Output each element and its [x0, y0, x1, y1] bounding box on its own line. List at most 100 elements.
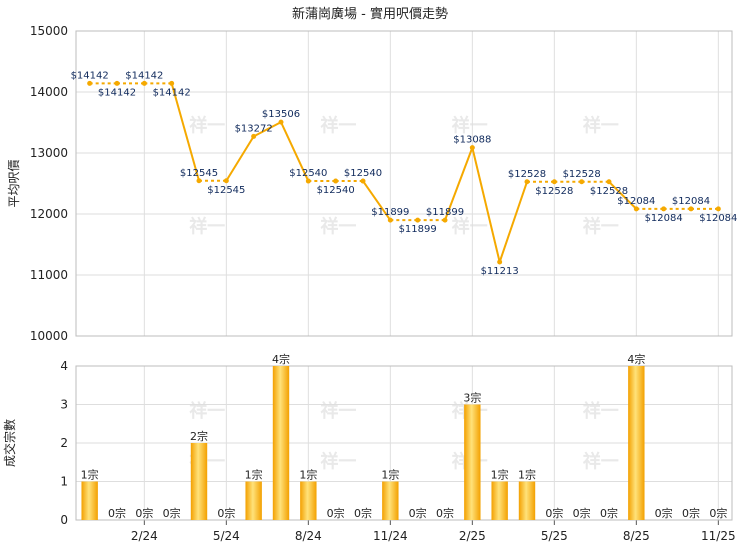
price-data-label: $12084 [617, 196, 655, 207]
watermark-text: 祥一 [320, 451, 356, 473]
x-tick-label: 2/24 [131, 529, 158, 543]
price-data-label: $14142 [125, 70, 163, 81]
price-data-label: $12540 [344, 168, 382, 179]
volume-bar [382, 481, 399, 520]
volume-data-label: 0宗 [436, 506, 454, 520]
volume-data-label: 0宗 [545, 506, 563, 520]
price-data-label: $12084 [699, 213, 737, 224]
price-point [661, 206, 667, 212]
volume-bar [464, 404, 481, 520]
price-point [497, 259, 503, 265]
price-line-segment [253, 121, 282, 138]
price-data-label: $12545 [207, 185, 245, 196]
line-panel: 祥一祥一祥一祥一祥一祥一祥一祥一100001100012000130001400… [7, 24, 737, 343]
bar-y-tick-label: 1 [60, 475, 68, 489]
volume-data-label: 0宗 [135, 506, 153, 520]
watermark-text: 祥一 [189, 215, 225, 237]
price-line-segment [444, 147, 474, 221]
x-tick-label: 2/25 [459, 529, 486, 543]
bar-y-tick-label: 3 [60, 398, 68, 412]
volume-bar [272, 366, 290, 520]
watermark-text: 祥一 [189, 115, 225, 137]
price-data-label: $13272 [235, 123, 273, 134]
price-point [633, 206, 639, 212]
line-y-tick-label: 13000 [30, 146, 68, 160]
price-data-label: $12084 [645, 213, 683, 224]
price-point [196, 178, 202, 184]
bar-panel: 祥一祥一祥一祥一祥一祥一祥一祥一2/245/248/2411/242/255/2… [2, 352, 736, 543]
watermark-text: 祥一 [452, 215, 488, 237]
price-data-label: $12084 [672, 196, 710, 207]
price-point [469, 145, 475, 151]
price-point [360, 178, 366, 184]
x-tick-label: 11/24 [373, 529, 408, 543]
price-point [415, 217, 421, 223]
volume-data-label: 1宗 [81, 468, 99, 482]
price-line-segment [280, 121, 310, 182]
price-data-label: $12528 [535, 186, 573, 197]
chart-title: 新蒲崗廣場 - 實用呎價走勢 [292, 6, 448, 22]
watermark-text: 祥一 [583, 400, 619, 422]
volume-data-label: 1宗 [518, 468, 536, 482]
price-data-label: $12528 [508, 169, 546, 180]
volume-data-label: 0宗 [709, 506, 727, 520]
volume-data-label: 0宗 [217, 506, 235, 520]
price-point [524, 179, 530, 185]
price-line-segment [498, 181, 528, 263]
x-tick-label: 11/25 [701, 529, 736, 543]
line-y-tick-label: 12000 [30, 207, 68, 221]
volume-data-label: 2宗 [190, 429, 208, 443]
volume-data-label: 0宗 [573, 506, 591, 520]
x-tick-label: 8/25 [623, 529, 650, 543]
watermark-text: 祥一 [189, 400, 225, 422]
price-point [169, 80, 175, 86]
price-line-segment [471, 147, 501, 263]
price-point [715, 206, 721, 212]
price-point [606, 179, 612, 185]
x-tick-label: 8/24 [295, 529, 322, 543]
watermark-text: 祥一 [320, 400, 356, 422]
price-data-label: $12540 [317, 185, 355, 196]
x-tick-label: 5/24 [213, 529, 240, 543]
price-data-label: $11213 [481, 266, 519, 277]
volume-data-label: 0宗 [354, 506, 372, 520]
watermark-text: 祥一 [583, 215, 619, 237]
line-y-axis-title: 平均呎價 [7, 159, 21, 207]
volume-data-label: 0宗 [600, 506, 618, 520]
price-data-label: $13506 [262, 109, 300, 120]
price-point [387, 217, 393, 223]
price-point [305, 178, 311, 184]
volume-bar [491, 481, 508, 520]
watermark-text: 祥一 [320, 115, 356, 137]
price-point [442, 217, 448, 223]
price-line-segment [362, 180, 392, 221]
volume-data-label: 0宗 [682, 506, 700, 520]
volume-data-label: 0宗 [409, 506, 427, 520]
bar-y-axis-title: 成交宗數 [2, 419, 17, 467]
bar-plot-frame [75, 365, 733, 521]
price-line-segment [608, 181, 638, 210]
price-point [87, 80, 93, 86]
price-point [251, 133, 257, 139]
line-y-tick-label: 11000 [30, 268, 68, 282]
volume-bar [300, 481, 317, 520]
price-data-label: $12540 [289, 168, 327, 179]
volume-data-label: 0宗 [327, 506, 345, 520]
watermark-text: 祥一 [320, 215, 356, 237]
volume-data-label: 1宗 [381, 468, 399, 482]
price-point [688, 206, 694, 212]
volume-data-label: 0宗 [108, 506, 126, 520]
volume-data-label: 0宗 [163, 506, 181, 520]
price-data-label: $12545 [180, 168, 218, 179]
watermark-text: 祥一 [583, 451, 619, 473]
price-line-segment [170, 83, 200, 182]
volume-data-label: 4宗 [627, 352, 645, 366]
volume-bar [190, 443, 208, 520]
volume-data-label: 1宗 [245, 468, 263, 482]
price-data-label: $12528 [590, 186, 628, 197]
price-point [579, 179, 585, 185]
price-point [551, 179, 557, 185]
price-data-label: $14142 [98, 87, 136, 98]
watermark-text: 祥一 [452, 115, 488, 137]
